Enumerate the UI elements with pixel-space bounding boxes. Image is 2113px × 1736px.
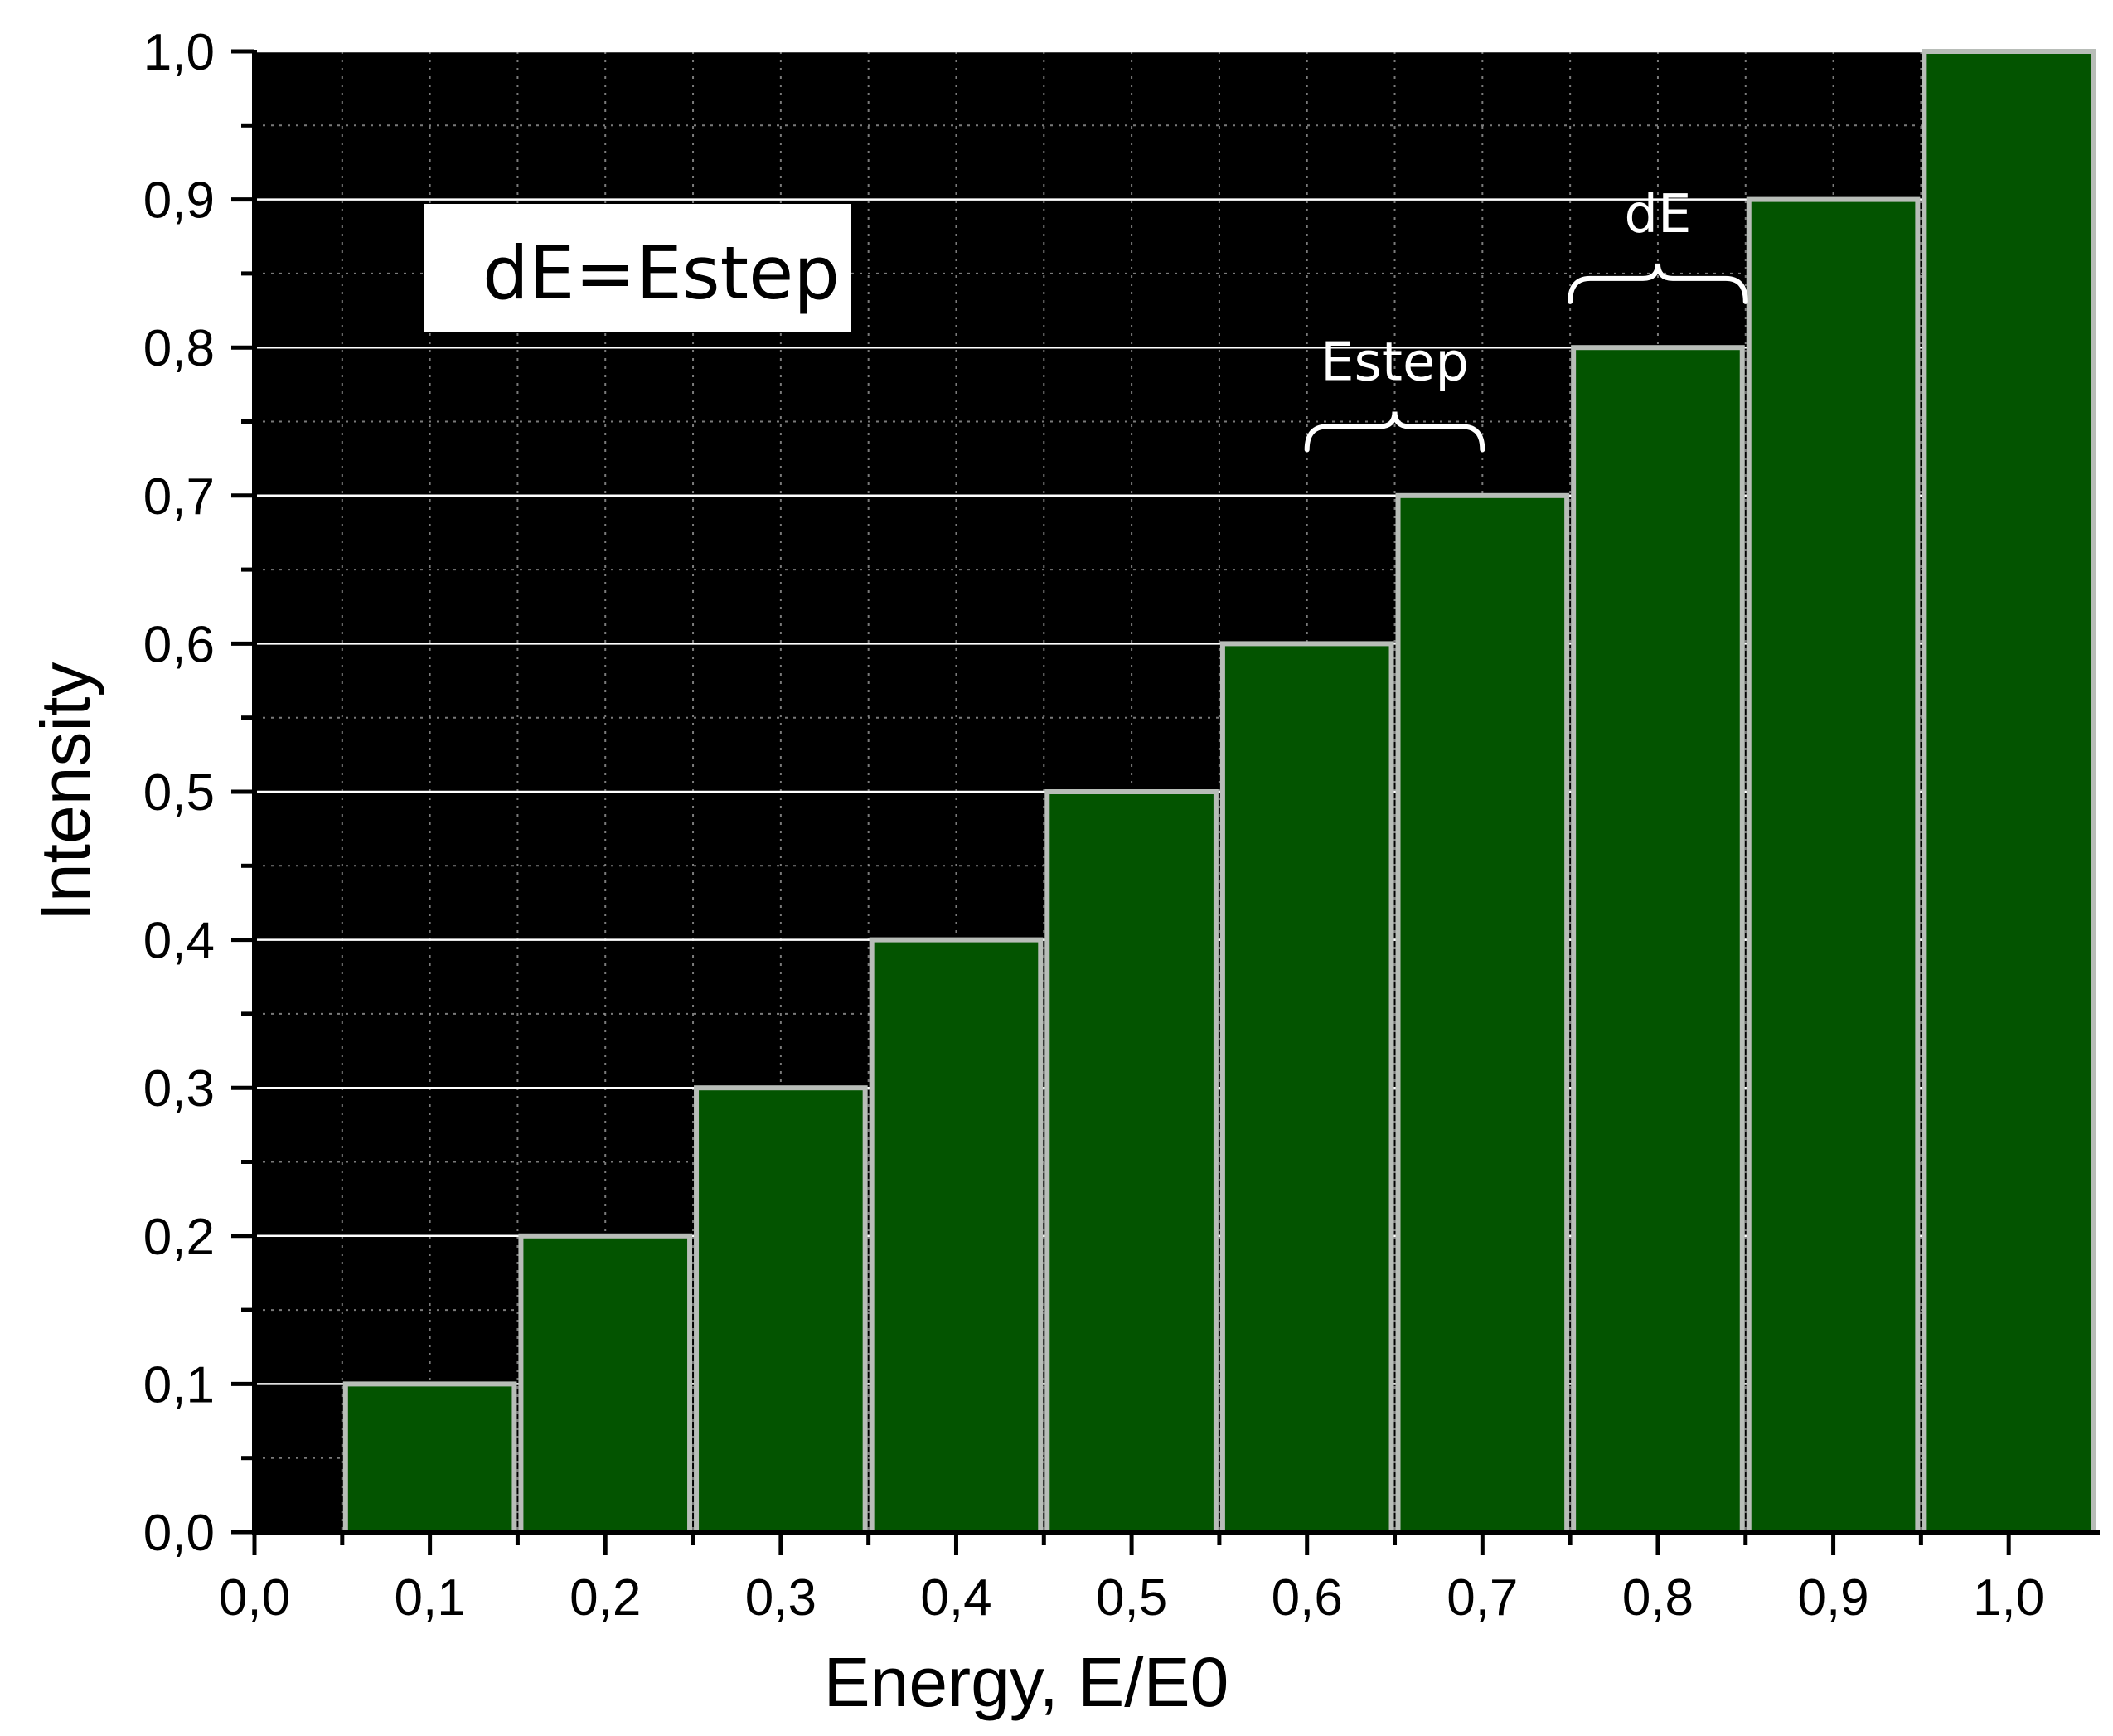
x-tick-label: 0,2 [569,1569,641,1627]
annotation-brace [1304,411,1485,453]
annotation-brace [1568,263,1748,304]
y-tick-label: 0,8 [143,320,215,377]
x-tick-label: 0,6 [1272,1569,1343,1627]
legend-box-bg [424,204,851,332]
bar [1395,492,1570,1535]
y-axis-title: Intensity [27,662,104,922]
y-tick-labels: 0,0 0,1 0,2 0,3 0,4 0,5 0,6 0,7 0,8 0,9 1,0 [143,24,215,1562]
x-tick-label: 0,4 [920,1569,991,1627]
bar [518,1233,693,1535]
bar [1922,49,2096,1535]
x-tick-label: 0,1 [395,1569,466,1627]
x-tick-label: 0,8 [1622,1569,1694,1627]
y-tick-label: 0,3 [143,1060,215,1118]
bar [1219,641,1394,1535]
bars [342,49,2096,1535]
x-tick-label: 1,0 [1973,1569,2044,1627]
axes [231,49,2100,1555]
y-tick-label: 1,0 [143,24,215,81]
y-tick-label: 0,1 [143,1356,215,1414]
y-tick-label: 0,7 [143,468,215,526]
annotation-label: Estep [1321,332,1469,394]
annotation-label: dE [1624,184,1691,245]
y-tick-label: 0,2 [143,1209,215,1266]
y-tick-label: 0,4 [143,913,215,970]
x-tick-label: 0,7 [1447,1569,1518,1627]
legend-box-text: dE=Estep [482,230,840,316]
bar [1746,196,1921,1535]
legend-box: dE=Estep [424,204,851,332]
bar [1571,345,1745,1535]
bar [694,1085,868,1535]
y-tick-label: 0,0 [143,1505,215,1562]
x-axis-title: Energy, E/E0 [824,1643,1229,1721]
y-tick-label: 0,6 [143,616,215,673]
y-tick-label: 0,5 [143,764,215,822]
x-tick-label: 0,3 [745,1569,817,1627]
x-tick-label: 0,0 [219,1569,290,1627]
bar [1044,789,1219,1535]
x-tick-label: 0,9 [1797,1569,1868,1627]
x-tick-labels: 0,0 0,1 0,2 0,3 0,4 0,5 0,6 0,7 0,8 0,9 1,0 [219,1569,2044,1627]
y-tick-label: 0,9 [143,172,215,230]
annotations: Estep dE [1304,184,1748,453]
bar [869,937,1044,1535]
x-tick-label: 0,5 [1096,1569,1167,1627]
bar [342,1381,517,1535]
